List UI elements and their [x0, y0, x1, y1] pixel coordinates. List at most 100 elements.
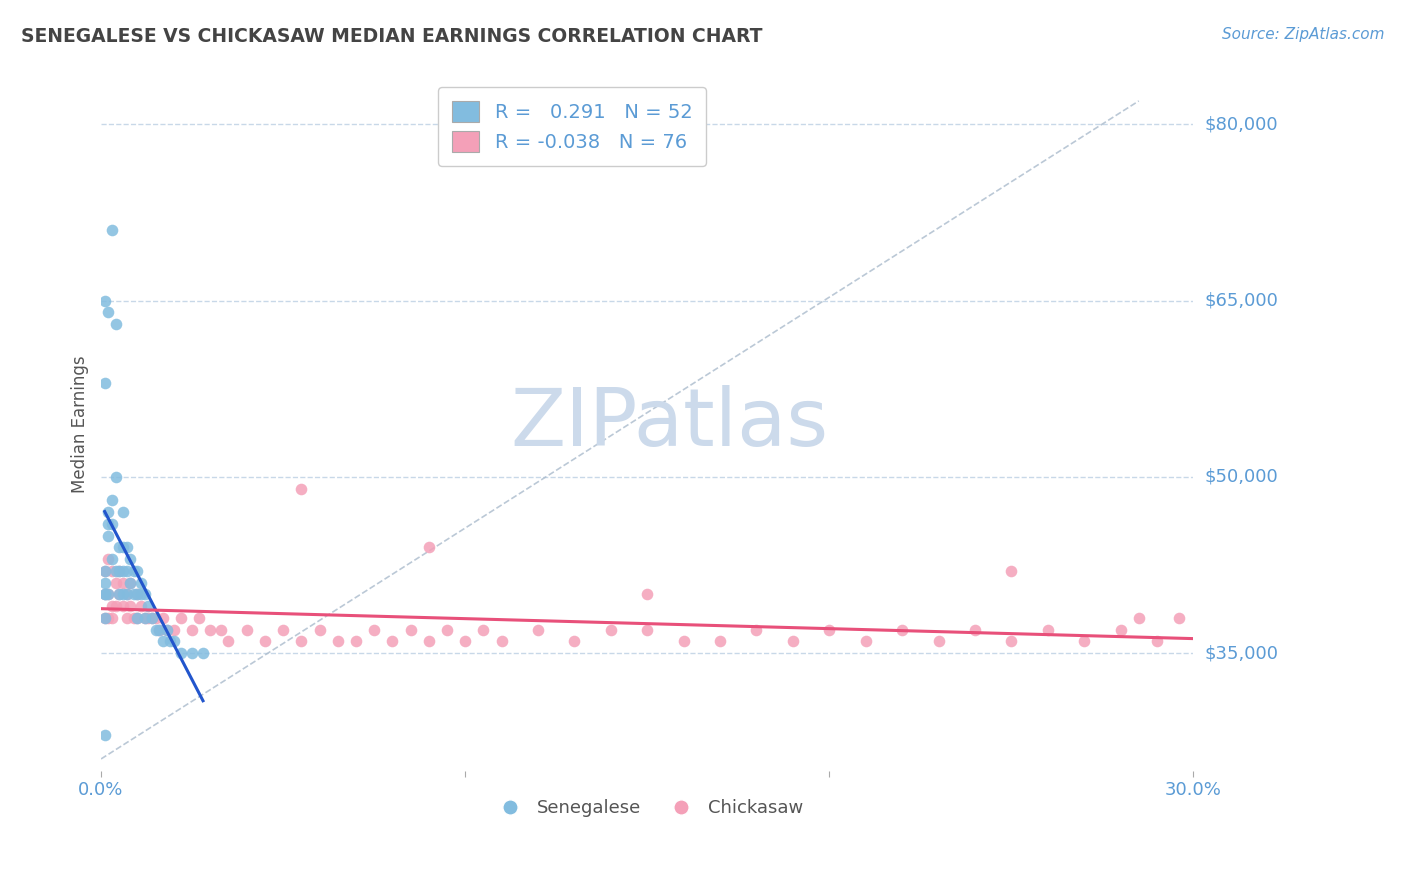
Point	[127, 587, 149, 601]
Point	[111, 575, 134, 590]
Point	[418, 634, 440, 648]
Point	[108, 541, 131, 555]
Point	[418, 541, 440, 555]
Point	[599, 623, 621, 637]
Point	[152, 634, 174, 648]
Point	[101, 493, 124, 508]
Point	[93, 587, 115, 601]
Point	[97, 552, 120, 566]
Point	[344, 634, 367, 648]
Point	[145, 611, 167, 625]
Point	[818, 623, 841, 637]
Point	[120, 552, 142, 566]
Point	[111, 541, 134, 555]
Point	[145, 623, 167, 637]
Point	[120, 599, 142, 614]
Point	[163, 623, 186, 637]
Point	[93, 564, 115, 578]
Point	[127, 587, 149, 601]
Point	[134, 587, 156, 601]
Text: SENEGALESE VS CHICKASAW MEDIAN EARNINGS CORRELATION CHART: SENEGALESE VS CHICKASAW MEDIAN EARNINGS …	[21, 27, 762, 45]
Point	[108, 564, 131, 578]
Point	[1109, 623, 1132, 637]
Point	[104, 317, 127, 331]
Point	[308, 623, 330, 637]
Point	[97, 587, 120, 601]
Point	[93, 611, 115, 625]
Text: $65,000: $65,000	[1205, 292, 1278, 310]
Point	[399, 623, 422, 637]
Point	[97, 305, 120, 319]
Point	[115, 541, 138, 555]
Point	[709, 634, 731, 648]
Point	[1128, 611, 1150, 625]
Point	[138, 611, 160, 625]
Point	[181, 646, 204, 660]
Point	[271, 623, 294, 637]
Point	[122, 564, 145, 578]
Point	[129, 587, 152, 601]
Point	[97, 611, 120, 625]
Point	[155, 623, 177, 637]
Point	[188, 611, 211, 625]
Point	[93, 293, 115, 308]
Point	[209, 623, 232, 637]
Point	[127, 611, 149, 625]
Point	[93, 587, 115, 601]
Point	[104, 599, 127, 614]
Point	[290, 482, 312, 496]
Point	[101, 611, 124, 625]
Point	[191, 646, 214, 660]
Point	[93, 564, 115, 578]
Point	[564, 634, 586, 648]
Point	[1073, 634, 1095, 648]
Point	[108, 587, 131, 601]
Point	[111, 587, 134, 601]
Point	[141, 611, 163, 625]
Point	[290, 634, 312, 648]
Point	[134, 611, 156, 625]
Text: $50,000: $50,000	[1205, 468, 1278, 486]
Point	[93, 376, 115, 390]
Point	[527, 623, 550, 637]
Point	[148, 623, 170, 637]
Point	[152, 611, 174, 625]
Point	[672, 634, 695, 648]
Point	[115, 564, 138, 578]
Point	[1167, 611, 1189, 625]
Point	[454, 634, 477, 648]
Point	[115, 611, 138, 625]
Point	[93, 587, 115, 601]
Point	[93, 728, 115, 742]
Point	[436, 623, 458, 637]
Point	[218, 634, 240, 648]
Point	[170, 646, 193, 660]
Point	[1000, 634, 1022, 648]
Point	[111, 505, 134, 519]
Point	[326, 634, 349, 648]
Point	[782, 634, 804, 648]
Point	[1146, 634, 1168, 648]
Point	[127, 611, 149, 625]
Point	[381, 634, 404, 648]
Point	[115, 587, 138, 601]
Point	[115, 587, 138, 601]
Point	[963, 623, 986, 637]
Point	[97, 587, 120, 601]
Point	[104, 564, 127, 578]
Point	[472, 623, 495, 637]
Point	[111, 599, 134, 614]
Point	[855, 634, 877, 648]
Point	[491, 634, 513, 648]
Point	[93, 575, 115, 590]
Point	[200, 623, 222, 637]
Point	[101, 223, 124, 237]
Point	[363, 623, 385, 637]
Point	[120, 575, 142, 590]
Legend: Senegalese, Chickasaw: Senegalese, Chickasaw	[484, 791, 810, 824]
Point	[108, 564, 131, 578]
Point	[159, 634, 181, 648]
Point	[235, 623, 257, 637]
Point	[104, 575, 127, 590]
Point	[636, 623, 658, 637]
